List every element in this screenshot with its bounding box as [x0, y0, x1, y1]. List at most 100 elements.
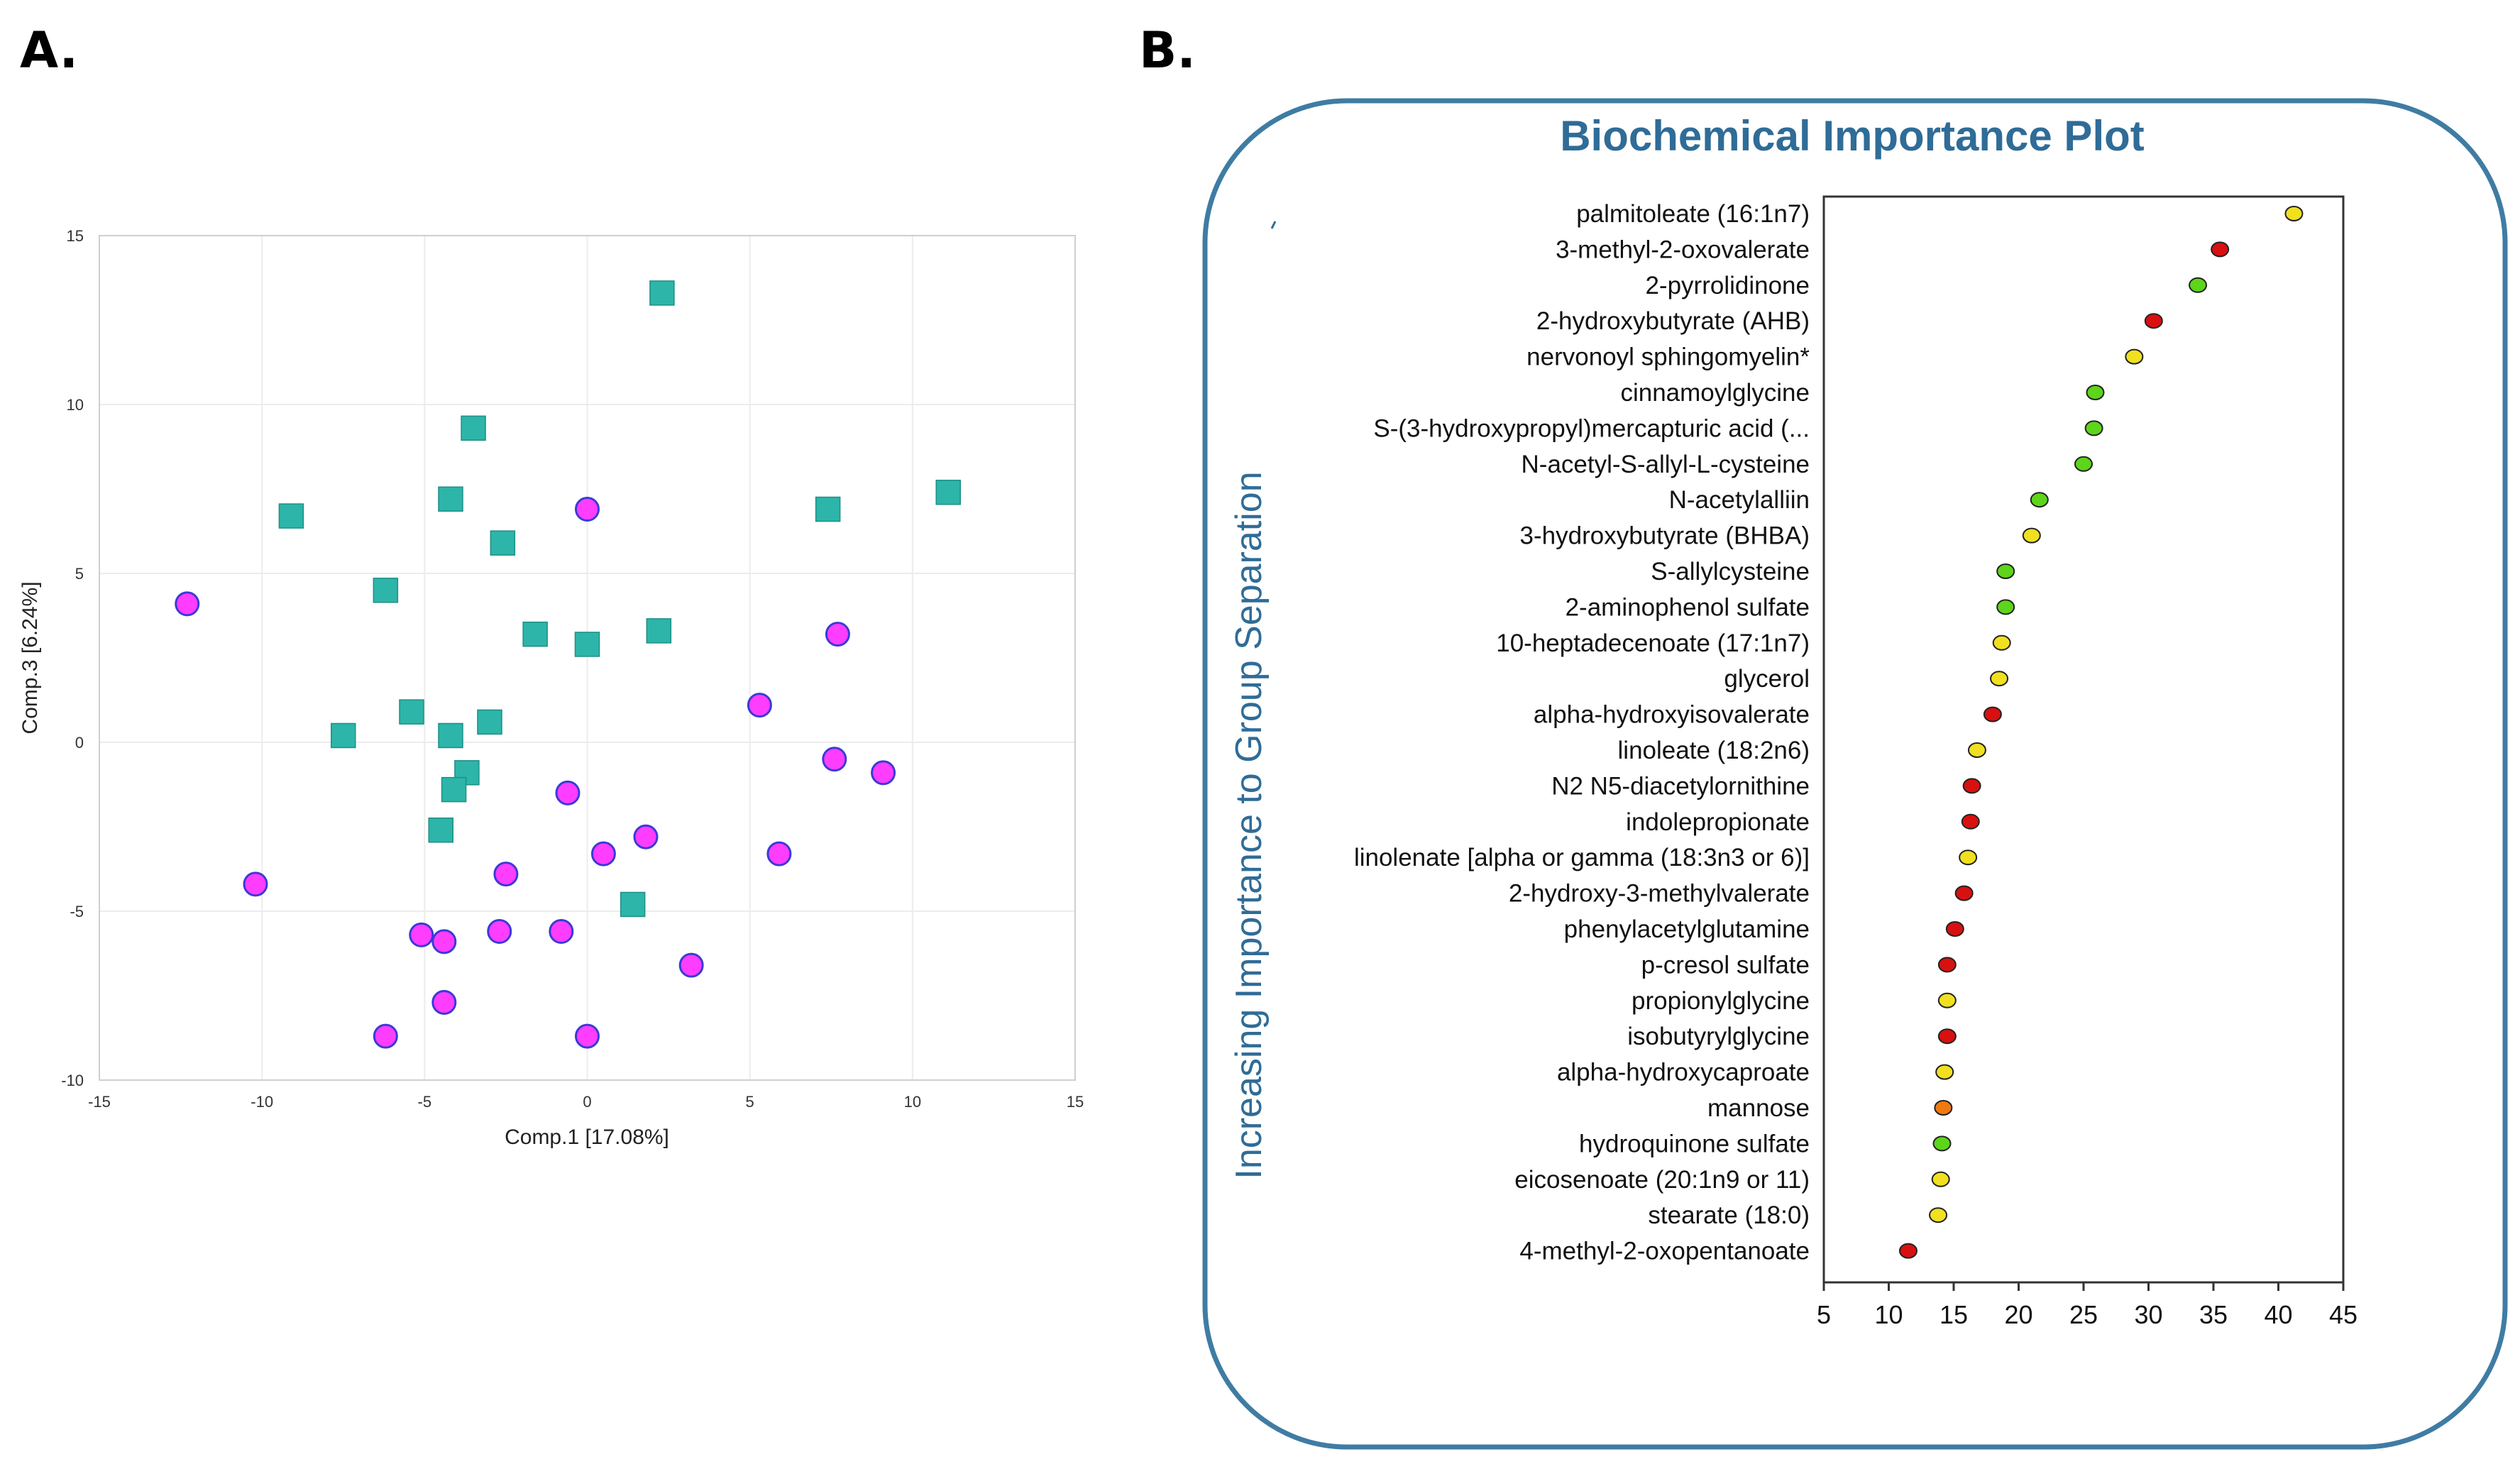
importance-category-label: mannose	[1707, 1094, 1810, 1122]
importance-point	[2211, 241, 2230, 258]
importance-point	[2086, 385, 2105, 400]
pca-point-circle	[555, 780, 581, 805]
panel-b-label: B.	[1139, 21, 1196, 79]
importance-category-label: 4-methyl-2-oxopentanoate	[1519, 1238, 1810, 1265]
importance-point	[2084, 420, 2103, 436]
importance-point	[1929, 1207, 1948, 1223]
importance-x-tick-label: 35	[2199, 1300, 2228, 1329]
pca-x-tick-label: -15	[88, 1093, 111, 1111]
importance-point	[2074, 456, 2093, 472]
pca-y-tick-label: 5	[75, 565, 84, 583]
importance-category-label: linolenate [alpha or gamma (18:3n3 or 6)…	[1354, 844, 1810, 871]
pca-point-circle	[243, 871, 268, 897]
importance-x-tick-label: 20	[2004, 1300, 2032, 1329]
pca-point-square	[454, 760, 480, 786]
pca-point-square	[441, 776, 467, 803]
importance-point	[1935, 1064, 1954, 1080]
importance-point	[2284, 206, 2304, 221]
pca-x-tick-label: 0	[583, 1093, 591, 1111]
pca-point-square	[461, 415, 486, 441]
importance-point	[1983, 706, 2002, 722]
pca-point-square	[477, 709, 502, 735]
pca-point-circle	[871, 760, 896, 786]
pca-y-tick-label: 10	[67, 396, 84, 414]
pca-point-circle	[487, 919, 512, 945]
importance-category-label: hydroquinone sulfate	[1579, 1130, 1810, 1157]
pca-point-circle	[766, 841, 792, 866]
pca-plot-area	[99, 235, 1076, 1081]
pca-point-circle	[575, 497, 600, 522]
importance-category-label: nervonoyl sphingomyelin*	[1526, 343, 1810, 371]
importance-x-tick-label: 10	[1874, 1300, 1903, 1329]
pca-x-tick-label: 10	[904, 1093, 921, 1111]
importance-x-tick-label: 25	[2069, 1300, 2098, 1329]
pca-point-square	[646, 618, 672, 644]
importance-category-label: 2-aminophenol sulfate	[1566, 593, 1810, 621]
pca-points	[175, 280, 961, 1049]
importance-point	[1990, 671, 2009, 687]
pca-point-circle	[822, 747, 847, 772]
pca-point-square	[399, 699, 424, 725]
importance-category-label: alpha-hydroxyisovalerate	[1534, 701, 1810, 729]
importance-point	[2030, 492, 2049, 508]
importance-category-label: glycerol	[1724, 665, 1810, 693]
importance-point	[1937, 957, 1957, 973]
importance-point	[2125, 348, 2144, 365]
importance-point	[1996, 563, 2015, 579]
pca-point-circle	[431, 990, 457, 1016]
pca-point-circle	[633, 824, 659, 849]
pca-point-circle	[409, 922, 434, 947]
pca-point-circle	[549, 919, 574, 945]
pca-point-circle	[678, 952, 704, 978]
pca-point-square	[522, 621, 548, 647]
pca-y-axis-label: Comp.3 [6.24%]	[18, 581, 42, 734]
pca-point-square	[331, 722, 356, 749]
pca-point-square	[935, 480, 961, 505]
importance-point	[1934, 1100, 1953, 1116]
importance-category-label: S-(3-hydroxypropyl)mercapturic acid (...	[1373, 414, 1810, 442]
importance-category-label: N-acetylalliin	[1669, 486, 1810, 514]
importance-x-tick-label: 30	[2134, 1300, 2162, 1329]
pca-x-tick-label: 5	[746, 1093, 754, 1111]
importance-category-label: 3-hydroxybutyrate (BHBA)	[1520, 522, 1810, 550]
pca-point-circle	[575, 1023, 600, 1049]
importance-point	[1898, 1243, 1917, 1259]
importance-category-label: 2-pyrrolidinone	[1645, 272, 1810, 299]
pca-point-square	[278, 503, 304, 529]
importance-point	[1931, 1171, 1950, 1187]
pca-x-tick-label: -10	[251, 1093, 273, 1111]
pca-point-square	[620, 891, 646, 918]
importance-category-label: linoleate (18:2n6)	[1618, 737, 1810, 764]
pca-x-tick-label: -5	[418, 1093, 432, 1111]
importance-plot-title: Biochemical Importance Plot	[1560, 112, 2145, 160]
importance-points	[1898, 206, 2304, 1259]
pca-point-square	[373, 578, 399, 603]
importance-point	[1937, 1028, 1957, 1045]
importance-plot-chart: Biochemical Importance Plot Increasing I…	[1202, 98, 2508, 1450]
pca-point-circle	[590, 841, 616, 866]
importance-category-label: phenylacetylglutamine	[1564, 915, 1810, 943]
importance-category-label: stearate (18:0)	[1648, 1201, 1810, 1229]
importance-category-label: 3-methyl-2-oxovalerate	[1556, 236, 1810, 263]
importance-category-label: 2-hydroxybutyrate (AHB)	[1536, 307, 1810, 335]
importance-point	[1945, 921, 1964, 937]
importance-category-label: S-allylcysteine	[1651, 558, 1810, 585]
importance-point	[2144, 313, 2163, 329]
pca-y-ticks: -10 -5 0 5 10 15	[61, 227, 84, 1089]
pca-x-tick-label: 15	[1067, 1093, 1084, 1111]
importance-category-label: alpha-hydroxycaproate	[1557, 1059, 1810, 1086]
importance-plot-y-axis-label: Increasing Importance to Group Separatio…	[1228, 471, 1270, 1179]
importance-category-label: N2 N5-diacetylornithine	[1551, 772, 1810, 800]
importance-point	[2022, 527, 2041, 544]
importance-category-label: isobutyrylglycine	[1627, 1023, 1810, 1050]
importance-category-label: indolepropionate	[1626, 808, 1810, 836]
importance-point	[1937, 992, 1957, 1008]
importance-point	[1962, 778, 1981, 794]
stray-mark	[1270, 221, 1277, 229]
importance-point	[2189, 277, 2208, 293]
pca-point-square	[438, 722, 463, 749]
pca-x-axis-label: Comp.1 [17.08%]	[505, 1126, 669, 1149]
importance-point	[1967, 742, 1986, 758]
